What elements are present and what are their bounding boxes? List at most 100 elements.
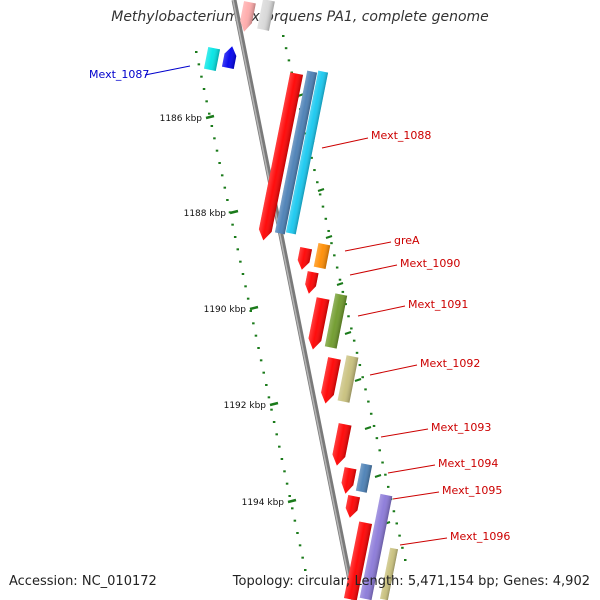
inner-dot	[267, 396, 271, 399]
minor-tick	[325, 235, 333, 239]
gene-label[interactable]: greA	[394, 234, 420, 247]
gene-mext-1087-cyan	[203, 47, 221, 71]
outer-dot	[287, 59, 291, 62]
outer-dot	[318, 193, 322, 196]
scale-label: 1192 kbp	[224, 401, 267, 411]
gene-label[interactable]: Mext_1087	[89, 68, 149, 81]
gene-label[interactable]: Mext_1095	[442, 484, 502, 497]
gene-label[interactable]: Mext_1092	[420, 357, 480, 370]
outer-dot	[347, 315, 350, 318]
inner-dot	[226, 199, 229, 201]
gene-mext-1094	[355, 463, 373, 493]
inner-dot	[215, 149, 219, 152]
gene-mext-1093	[332, 423, 352, 466]
gene-mext-1096	[359, 493, 393, 600]
genes-label: Genes:	[503, 574, 549, 589]
outer-dot	[361, 376, 364, 379]
inner-dot	[241, 273, 245, 275]
inner-dot	[262, 371, 265, 374]
outer-dot	[381, 461, 384, 464]
gene-mext-1092	[337, 355, 359, 403]
length-label: Length:	[354, 574, 404, 589]
outer-dot	[333, 254, 336, 257]
outer-dot	[313, 169, 316, 172]
outer-dot	[284, 47, 288, 50]
minor-tick	[344, 331, 352, 335]
gene-label[interactable]: Mext_1091	[408, 298, 468, 311]
gene-label[interactable]: Mext_1088	[371, 129, 431, 142]
inner-dot	[218, 162, 221, 164]
scale-tick	[269, 401, 279, 407]
gene-mext-1088-cds	[258, 72, 304, 241]
gene-mext-1088-cyan	[285, 70, 329, 235]
gene-mext-1091-cds	[308, 297, 330, 350]
inner-dot	[301, 556, 304, 559]
inner-dot	[207, 112, 211, 115]
accession-info: Accession: NC_010172	[9, 574, 157, 589]
inner-dot	[202, 88, 206, 90]
outer-dot	[321, 205, 325, 208]
scale-label: 1188 kbp	[184, 209, 227, 219]
gene-label[interactable]: Mext_1094	[438, 457, 498, 470]
outer-dot	[401, 546, 404, 549]
minor-tick	[336, 282, 344, 286]
label-leader-line	[349, 264, 398, 276]
inner-dot	[288, 495, 291, 497]
inner-dot	[291, 507, 294, 510]
genome-backbone-highlight	[232, 0, 354, 600]
outer-dot	[344, 303, 347, 306]
outer-dot	[350, 327, 353, 330]
inner-dot	[223, 186, 227, 189]
map-title: Methylobacterium extorquens PA1, complet…	[111, 9, 489, 25]
inner-dot	[239, 260, 242, 263]
minor-tick	[354, 378, 362, 382]
gene-label[interactable]: Mext_1090	[400, 257, 460, 270]
accession-label: Accession:	[9, 574, 78, 589]
genome-backbone	[231, 0, 357, 600]
label-leader-line	[321, 137, 369, 149]
outer-dot	[395, 522, 398, 525]
outer-dot	[338, 278, 342, 281]
label-leader-line	[392, 491, 440, 500]
gene-mext-1087	[221, 46, 237, 69]
gene-mext-1095	[345, 495, 361, 518]
gene-label[interactable]: Mext_1096	[450, 530, 510, 543]
inner-dot	[249, 310, 252, 312]
scale-label: 1186 kbp	[160, 114, 203, 124]
outer-dot	[384, 473, 387, 476]
outer-dot	[282, 35, 285, 37]
label-leader-line	[144, 65, 191, 76]
outer-dot	[369, 412, 373, 415]
inner-dot	[293, 519, 297, 522]
inner-dot	[270, 408, 273, 411]
accession-value: NC_010172	[81, 574, 157, 589]
gene-mext-1094-cds	[341, 467, 357, 494]
outer-dot	[324, 217, 328, 220]
genes-value: 4,902	[552, 574, 590, 589]
inner-dot	[275, 433, 278, 436]
label-leader-line	[357, 305, 406, 317]
label-leader-line	[387, 464, 436, 474]
inner-dot	[272, 421, 276, 423]
gene-label[interactable]: Mext_1093	[431, 421, 491, 434]
outer-dot	[310, 156, 313, 159]
scale-tick	[287, 498, 297, 504]
length-value: 5,471,154 bp	[407, 574, 495, 589]
gene-mext-1091	[324, 293, 348, 349]
label-leader-line	[399, 537, 448, 546]
inner-dot	[280, 458, 284, 460]
gene-mext-1097-partial	[379, 547, 399, 600]
scale-tick	[205, 114, 215, 120]
gene-mext-1096-cds	[343, 521, 373, 600]
outer-dot	[352, 339, 356, 342]
outer-dot	[327, 229, 330, 232]
inner-dot	[210, 125, 214, 127]
inner-dot	[278, 445, 281, 448]
outer-dot	[355, 351, 359, 354]
scale-tick	[249, 305, 259, 311]
gene-mext-1092-cds	[321, 357, 341, 404]
outer-dot	[386, 485, 390, 488]
inner-dot	[220, 174, 224, 177]
inner-dot	[298, 544, 302, 547]
outer-dot	[341, 290, 345, 293]
